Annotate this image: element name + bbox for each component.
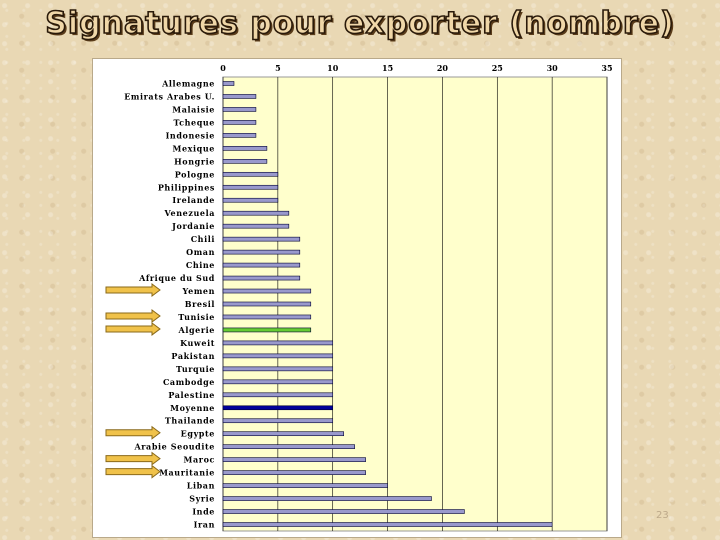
category-label: Algerie <box>178 325 215 335</box>
category-label: Pakistan <box>171 351 215 361</box>
bar-indonesie <box>222 133 257 138</box>
category-label: Chine <box>186 260 215 270</box>
bar-afrique-du-sud <box>222 275 301 281</box>
bar-tcheque <box>222 120 257 125</box>
bar-bresil <box>222 301 312 307</box>
category-label: Tunisie <box>178 312 215 322</box>
category-label: Inde <box>192 507 215 517</box>
category-label: Egypte <box>181 429 215 439</box>
bar-thailande <box>222 418 334 424</box>
x-tick-label: 15 <box>382 63 393 73</box>
x-tick-label: 20 <box>437 63 449 73</box>
category-label: Liban <box>187 481 215 491</box>
category-label: Yemen <box>182 286 215 296</box>
bar-kuweit <box>222 340 334 346</box>
bar-pologne <box>222 171 279 177</box>
bar-mexique <box>222 146 268 151</box>
x-tick-label: 25 <box>492 63 503 73</box>
bar-philippines <box>222 184 279 190</box>
bar-chine <box>222 262 301 268</box>
bar-oman <box>222 249 301 255</box>
bar-moyenne <box>222 405 334 411</box>
category-label: Philippines <box>158 182 215 192</box>
bar-irelande <box>222 197 279 203</box>
category-label: Thailande <box>165 416 215 426</box>
category-label: Mexique <box>173 143 215 153</box>
bar-iran <box>222 522 553 527</box>
slide-title: Signatures pour exporter (nombre) <box>44 5 675 42</box>
x-tick-label: 30 <box>547 63 559 73</box>
bar-liban <box>222 483 388 488</box>
bar-palestine <box>222 392 334 398</box>
bar-mauritanie <box>222 470 366 475</box>
bar-chart: 0 5 10 15 20 25 30 35 Allemagne Emirats Arabes U.… <box>124 63 613 532</box>
x-tick-label: 0 <box>220 63 226 73</box>
category-label: Moyenne <box>170 403 215 413</box>
bar-syrie <box>222 496 432 501</box>
bar-hongrie <box>222 159 268 164</box>
category-label: Irelande <box>172 195 215 205</box>
category-label: Cambodge <box>163 377 215 387</box>
category-label: Hongrie <box>174 156 215 166</box>
bar-yemen <box>222 288 312 294</box>
bar-tunisie <box>222 314 312 320</box>
slide-number: 23 <box>656 510 669 521</box>
category-label: Tcheque <box>173 117 215 127</box>
bar-maroc <box>222 457 366 462</box>
bar-algerie <box>222 327 312 333</box>
bar-jordanie <box>222 223 290 229</box>
x-tick-label: 10 <box>327 63 339 73</box>
category-label: Oman <box>186 247 215 257</box>
bar-turquie <box>222 366 334 372</box>
category-label: Kuweit <box>180 338 215 348</box>
bar-arabie-seoudite <box>222 444 355 449</box>
x-tick-label: 35 <box>601 63 612 73</box>
category-label: Bresil <box>185 299 215 309</box>
category-label: Palestine <box>168 390 215 400</box>
x-tick-label: 5 <box>275 63 281 73</box>
bar-malaisie <box>222 107 257 112</box>
category-label: Jordanie <box>171 221 215 231</box>
bar-emirats-arabes-u- <box>222 94 257 99</box>
category-label: Mauritanie <box>159 468 215 478</box>
category-label: Malaisie <box>172 104 215 114</box>
bar-chili <box>222 236 301 242</box>
category-label: Indonesie <box>166 130 215 140</box>
category-label: Allemagne <box>161 78 215 88</box>
category-label: Venezuela <box>163 208 215 218</box>
category-label: Iran <box>194 520 215 530</box>
bar-venezuela <box>222 210 290 216</box>
bar-allemagne <box>222 81 235 86</box>
category-label: Chili <box>191 234 215 244</box>
bar-egypte <box>222 431 344 437</box>
chart-panel: 0 5 10 15 20 25 30 35 Allemagne Emirats Arabes U.… <box>92 58 622 538</box>
bar-pakistan <box>222 353 334 359</box>
category-label: Maroc <box>184 455 215 465</box>
bar-inde <box>222 509 465 514</box>
category-label: Emirats Arabes U. <box>124 91 215 101</box>
category-label: Turquie <box>176 364 215 374</box>
category-label: Afrique du Sud <box>138 273 215 283</box>
bar-cambodge <box>222 379 334 385</box>
category-label: Pologne <box>175 169 215 179</box>
category-label: Syrie <box>189 494 215 504</box>
category-label: Arabie Seoudite <box>133 442 215 452</box>
